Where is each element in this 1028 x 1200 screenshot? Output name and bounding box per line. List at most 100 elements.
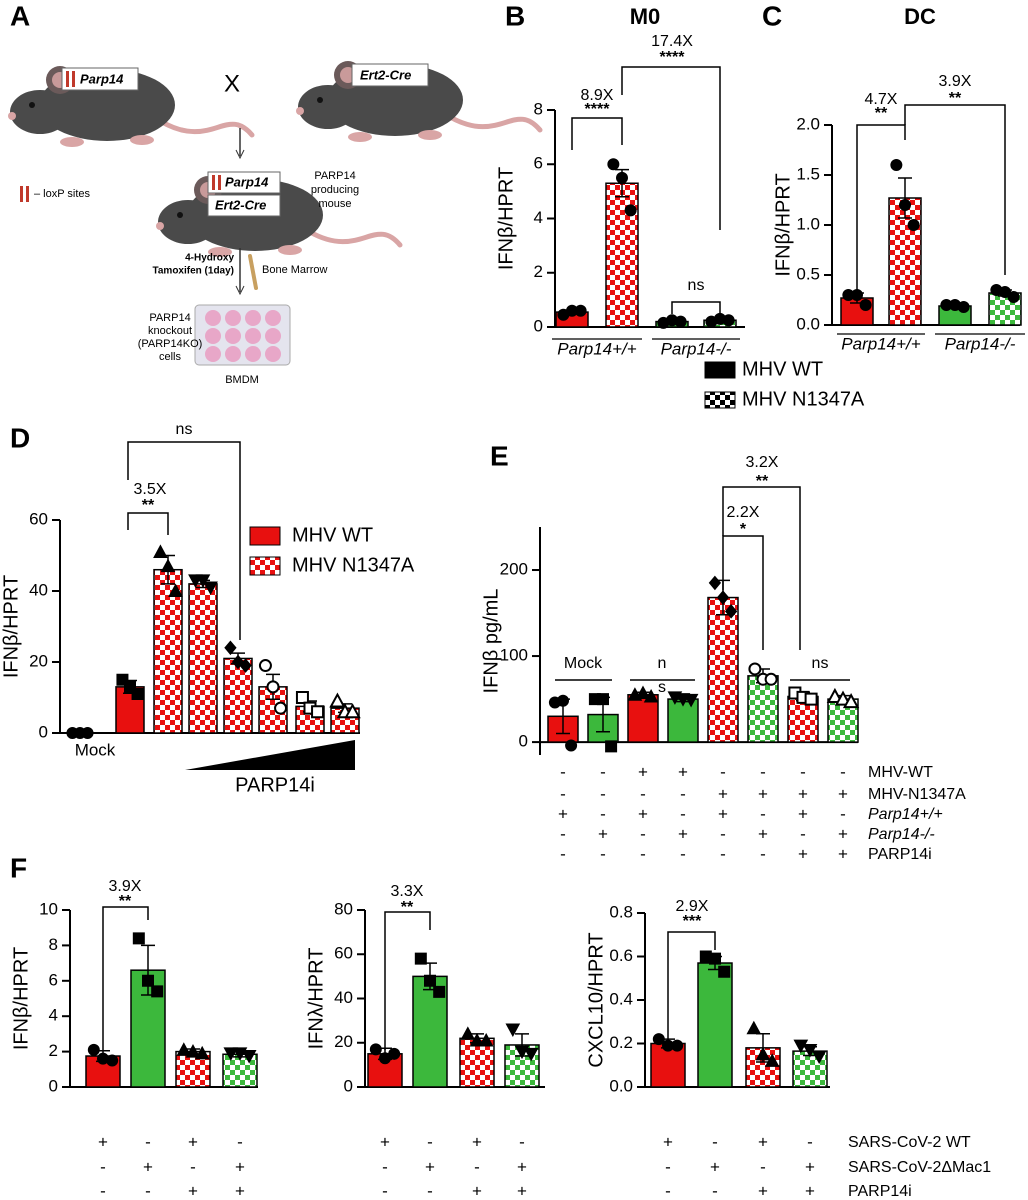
data-point xyxy=(185,1044,201,1058)
data-point xyxy=(652,1033,665,1046)
data-point xyxy=(859,299,872,311)
condition-sign: - xyxy=(640,844,646,863)
condition-sign: + xyxy=(188,1132,198,1151)
condition-sign: - xyxy=(680,784,686,803)
legend-label: MHV WT xyxy=(742,358,823,380)
y-axis-label: IFNβ pg/mL xyxy=(480,589,502,694)
significance-bracket xyxy=(621,66,721,230)
bar xyxy=(153,568,183,734)
y-tick-label: 10 xyxy=(39,899,58,918)
y-tick-label: 8 xyxy=(534,99,543,118)
data-point xyxy=(635,685,651,700)
legend-label: MHV N1347A xyxy=(292,554,415,576)
cross-label: X xyxy=(224,70,240,97)
data-point xyxy=(764,672,778,686)
condition-sign: + xyxy=(380,1132,390,1151)
data-point xyxy=(907,219,920,231)
condition-sign: + xyxy=(143,1157,153,1176)
data-point xyxy=(505,1023,521,1038)
panel-letter: A xyxy=(10,0,30,31)
condition-sign: - xyxy=(519,1132,525,1151)
data-point xyxy=(258,659,272,673)
annotation: 3.9X xyxy=(109,878,142,895)
annotation: ns xyxy=(176,421,193,438)
y-tick-label: 60 xyxy=(29,509,48,528)
condition-name: MHV-N1347A xyxy=(868,786,966,803)
loxp-mark xyxy=(72,71,75,87)
condition-sign: + xyxy=(798,804,808,823)
condition-sign: - xyxy=(145,1181,151,1200)
data-point xyxy=(802,1044,818,1058)
data-point xyxy=(957,301,970,313)
bar xyxy=(188,583,218,734)
legend-label: MHV N1347A xyxy=(742,388,865,410)
data-point xyxy=(764,1053,780,1067)
data-point xyxy=(616,171,628,184)
annotation: **** xyxy=(585,101,611,118)
data-point xyxy=(624,204,637,217)
annotation: 3.5X xyxy=(134,481,167,498)
data-point xyxy=(557,694,569,707)
y-tick-label: 6 xyxy=(49,970,58,989)
cells-label: cells xyxy=(159,351,182,363)
y-tick-label: 0.2 xyxy=(609,1033,633,1052)
significance-bracket xyxy=(667,931,716,1040)
data-point xyxy=(151,985,164,998)
bar xyxy=(747,675,779,743)
annotation: 3.3X xyxy=(391,883,424,900)
condition-sign: + xyxy=(710,1157,720,1176)
condition-sign: - xyxy=(665,1181,671,1200)
gene-label: Ert2-Cre xyxy=(360,67,411,82)
condition-sign: + xyxy=(598,824,608,843)
condition-sign: + xyxy=(558,804,568,823)
condition-sign: + xyxy=(472,1132,482,1151)
condition-sign: - xyxy=(840,804,846,823)
annotation: 17.4X xyxy=(651,33,693,50)
annotation: s xyxy=(658,679,666,696)
panel-a: A Parp14 Ert2-Cre X Parp14 Ert2-Cre – lo… xyxy=(8,0,540,386)
group-label: Parp14-/- xyxy=(661,339,732,358)
source-label: Bone Marrow xyxy=(262,264,327,276)
condition-sign: - xyxy=(680,804,686,823)
annotation: * xyxy=(740,521,747,538)
significance-bracket xyxy=(856,124,906,290)
data-point xyxy=(842,693,860,709)
y-tick-label: 1.5 xyxy=(796,164,820,183)
condition-sign: - xyxy=(600,784,606,803)
x-tick-label: Mock xyxy=(75,740,116,759)
y-tick-label: 0.4 xyxy=(609,989,633,1008)
loxp-legend: – loxP sites xyxy=(34,188,91,200)
data-point xyxy=(203,581,218,595)
annotation: ** xyxy=(949,90,962,107)
condition-sign: + xyxy=(805,1157,815,1176)
y-tick-label: 0 xyxy=(49,1076,58,1095)
cells-label: (PARP14KO) xyxy=(138,338,203,350)
panel-letter: E xyxy=(490,440,509,471)
bone-icon xyxy=(248,254,258,290)
data-point xyxy=(605,740,618,753)
condition-sign: - xyxy=(665,1157,671,1176)
condition-sign: - xyxy=(712,1181,718,1200)
y-tick-label: 0.6 xyxy=(609,946,633,965)
plate-label: BMDM xyxy=(225,374,259,386)
gene-box xyxy=(61,67,139,91)
condition-sign: + xyxy=(678,762,688,781)
bar xyxy=(707,596,739,743)
condition-sign: - xyxy=(760,1157,766,1176)
condition-sign: + xyxy=(678,824,688,843)
arrow-head xyxy=(235,285,245,296)
wedge xyxy=(185,740,355,770)
child-label: PARP14 xyxy=(314,170,355,182)
group-label: Parp14+/+ xyxy=(841,334,920,353)
significance-bracket xyxy=(722,535,764,650)
y-axis-label: CXCL10/HPRT xyxy=(585,932,607,1067)
panel-letter: C xyxy=(762,0,782,31)
loxp-mark xyxy=(218,175,221,190)
condition-sign: - xyxy=(600,804,606,823)
data-point xyxy=(834,690,852,706)
condition-sign: - xyxy=(760,762,766,781)
data-point xyxy=(266,680,280,694)
significance-bracket xyxy=(102,906,149,1050)
condition-sign: - xyxy=(720,824,726,843)
